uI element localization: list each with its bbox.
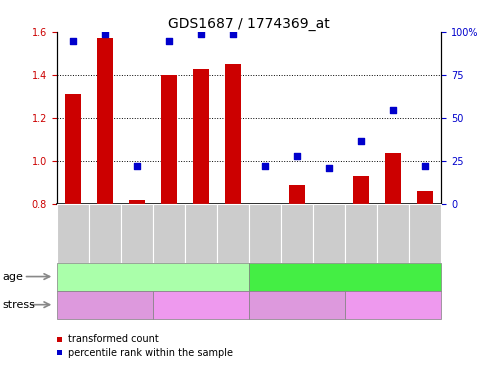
Text: 5th generation: 5th generation: [114, 272, 192, 282]
Bar: [97, 38, 113, 204]
Point: [165, 38, 173, 44]
Bar: [193, 69, 209, 204]
Text: GSM94616: GSM94616: [356, 210, 366, 251]
Text: low-shear modeled
microgravity: low-shear modeled microgravity: [161, 295, 241, 314]
Bar: [385, 153, 401, 204]
Bar: [353, 176, 369, 204]
Bar: [289, 185, 305, 204]
Text: transformed count: transformed count: [68, 334, 159, 344]
Point: [357, 138, 365, 144]
Text: GSM94610: GSM94610: [260, 210, 270, 251]
Point: [293, 153, 301, 159]
Point: [229, 31, 237, 37]
Title: GDS1687 / 1774369_at: GDS1687 / 1774369_at: [168, 17, 330, 31]
Text: age: age: [2, 272, 23, 282]
Point: [197, 31, 205, 37]
Text: GSM94612: GSM94612: [324, 210, 334, 251]
Text: GSM94606: GSM94606: [68, 210, 77, 251]
Text: GSM94618: GSM94618: [421, 210, 430, 251]
Text: GSM94617: GSM94617: [388, 210, 398, 251]
Text: stress: stress: [2, 300, 35, 310]
Text: control: control: [90, 300, 119, 309]
Bar: [417, 192, 433, 204]
Text: control: control: [282, 300, 312, 309]
Text: 25th generation: 25th generation: [303, 272, 387, 282]
Point: [133, 164, 141, 170]
Text: GSM94611: GSM94611: [292, 210, 302, 251]
Bar: [65, 94, 81, 204]
Text: GSM94615: GSM94615: [228, 210, 238, 251]
Point: [69, 38, 77, 44]
Text: percentile rank within the sample: percentile rank within the sample: [68, 348, 233, 357]
Point: [325, 165, 333, 171]
Point: [389, 106, 397, 112]
Bar: [225, 64, 241, 204]
Text: GSM94614: GSM94614: [196, 210, 206, 251]
Point: [421, 164, 429, 170]
Bar: [161, 75, 177, 204]
Point: [101, 31, 108, 37]
Text: GSM94608: GSM94608: [100, 210, 109, 251]
Bar: [129, 200, 145, 204]
Point: [261, 164, 269, 170]
Text: GSM94609: GSM94609: [132, 210, 141, 251]
Text: GSM94613: GSM94613: [164, 210, 174, 251]
Text: low-shear modeled
microgravity: low-shear modeled microgravity: [353, 295, 433, 314]
